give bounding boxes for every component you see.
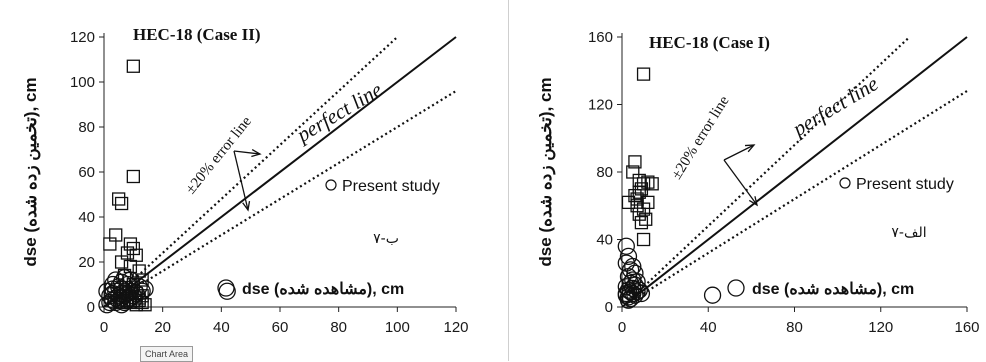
scatter-chart-case-i: 0 40 80 120 160 0 40 80 120 160 HEC-18 (Case I) dse… — [536, 29, 980, 336]
y-tick-label: 0 — [87, 299, 95, 316]
y-tick-label: 100 — [70, 74, 95, 91]
chart-title: HEC-18 (Case I) — [649, 33, 770, 52]
data-point-square — [645, 177, 659, 191]
y-tick-label: 0 — [605, 299, 613, 316]
x-tick-label: 100 — [385, 319, 410, 336]
x-tick-label: 160 — [954, 319, 979, 336]
scatter-chart-case-ii: 0 20 40 60 80 100 120 0 20 40 60 80 100 120 HEC-18 (Ca… — [21, 25, 469, 336]
x-tick-label: 40 — [700, 319, 717, 336]
x-tick-label: 60 — [272, 319, 289, 336]
data-point-circle — [626, 264, 644, 282]
data-point-square — [126, 277, 140, 292]
upper-error-line — [104, 36, 399, 307]
y-tick-label: 60 — [78, 164, 95, 181]
data-point-square — [114, 196, 129, 211]
error-line-label: ±20% error line — [669, 93, 733, 182]
perfect-line — [104, 36, 457, 307]
figure-label: ۷-الف — [891, 225, 926, 241]
upper-error-line — [622, 36, 911, 307]
data-point-square — [636, 232, 651, 247]
arrow-head-icon — [748, 196, 758, 207]
chart-panel-case-i[interactable]: 0 40 80 120 160 0 40 80 120 160 HEC-18 (Case I) dse… — [508, 0, 986, 361]
data-point-square — [103, 237, 117, 251]
y-tick-label: 40 — [78, 209, 95, 226]
x-tick-label: 80 — [330, 319, 347, 336]
data-point-square — [117, 268, 132, 283]
x-axis-label: dse (مشاهده شده), cm — [242, 281, 404, 298]
arrow-head-icon — [242, 201, 251, 212]
y-tick-label: 160 — [588, 29, 613, 46]
x-tick-label: 120 — [868, 319, 893, 336]
data-point-square — [132, 293, 146, 307]
y-tick-label: 80 — [596, 164, 613, 181]
data-point-circle — [626, 286, 644, 304]
legend-entry: Present study — [856, 176, 954, 193]
data-point-circle — [617, 237, 635, 255]
x-axis-label: dse (مشاهده شده), cm — [752, 281, 914, 298]
x-label-marker-icon — [217, 279, 235, 297]
data-point-circle — [101, 293, 119, 312]
x-tick-label: 80 — [786, 319, 803, 336]
data-point-square — [634, 215, 649, 230]
data-point-circle — [619, 247, 638, 266]
data-point-square — [639, 212, 653, 226]
data-point-circle — [624, 257, 642, 276]
annotation-arrow — [723, 144, 755, 161]
data-point-square — [135, 289, 149, 303]
data-point-square — [632, 185, 646, 199]
data-point-circle — [98, 282, 116, 300]
data-point-square — [628, 155, 642, 169]
legend-entry: Present study — [342, 178, 440, 195]
perfect-line-label: perfect line — [291, 77, 387, 148]
annotation-arrow — [233, 150, 261, 155]
data-point-square — [126, 169, 140, 184]
chart-area-tooltip: Chart Area — [140, 346, 194, 362]
x-label-marker-icon — [727, 279, 745, 297]
x-tick-label: 120 — [443, 319, 468, 336]
data-point-square — [636, 177, 651, 191]
data-point-circle — [617, 286, 635, 304]
y-tick-label: 120 — [70, 29, 95, 46]
data-point-square — [636, 67, 651, 81]
data-point-square — [112, 192, 126, 206]
legend-marker-icon — [325, 179, 337, 191]
chart-title: HEC-18 (Case II) — [133, 25, 261, 44]
data-point-square — [641, 195, 655, 210]
x-tick-label: 20 — [154, 319, 171, 336]
x-tick-label: 40 — [213, 319, 230, 336]
data-point-square — [114, 255, 129, 269]
data-point-square — [628, 188, 642, 203]
chart-panel-case-ii[interactable]: 0 20 40 60 80 100 120 0 20 40 60 80 100 120 HEC-18 (Ca… — [0, 0, 483, 361]
annotation-arrow — [233, 150, 249, 211]
data-point-square — [126, 59, 140, 73]
error-line-label: ±20% error line — [183, 113, 255, 197]
data-point-square — [114, 295, 129, 310]
y-tick-label: 120 — [588, 97, 613, 114]
perfect-line-label: perfect line — [787, 71, 883, 142]
data-point-circle — [112, 273, 131, 291]
y-tick-label: 20 — [78, 254, 95, 271]
arrow-head-icon — [744, 144, 756, 153]
lower-error-line — [104, 90, 457, 307]
y-tick-label: 40 — [596, 232, 613, 249]
y-axis-label: dse (تخمین زده شده), cm — [21, 77, 41, 266]
data-point-square — [132, 264, 146, 278]
data-point-square — [135, 273, 149, 287]
y-tick-label: 80 — [78, 119, 95, 136]
x-tick-label: 0 — [100, 319, 108, 336]
annotation-arrow — [723, 159, 758, 206]
data-point-square — [123, 237, 138, 251]
data-point-circle — [630, 281, 648, 299]
data-point-square — [630, 192, 644, 206]
x-tick-label: 0 — [618, 319, 626, 336]
perfect-line — [622, 36, 968, 307]
data-point-circle — [98, 296, 116, 314]
data-point-circle — [703, 286, 722, 304]
figure-label: ۷-ب — [373, 231, 399, 247]
legend-marker-icon — [839, 177, 851, 189]
y-axis-label: dse (تخمین زده شده), cm — [536, 77, 556, 266]
arrow-head-icon — [251, 149, 262, 158]
